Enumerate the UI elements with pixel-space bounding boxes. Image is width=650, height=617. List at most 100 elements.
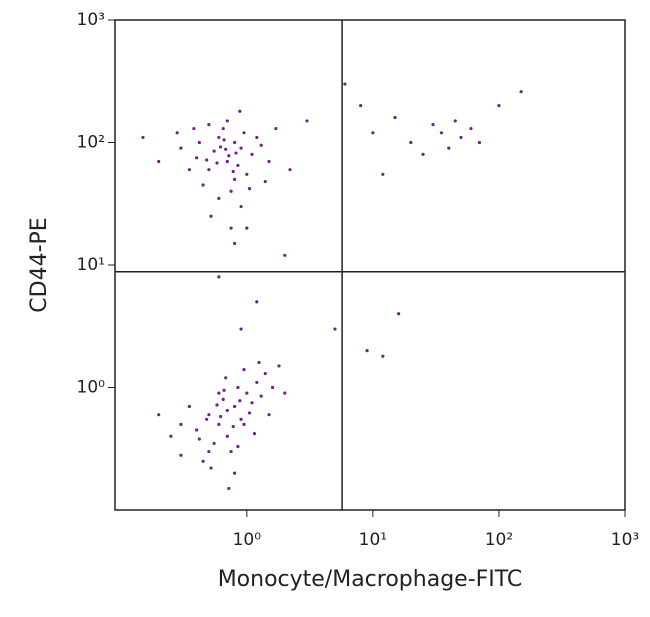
- point: [233, 241, 237, 246]
- point: [283, 391, 287, 395]
- point: [224, 147, 228, 151]
- point: [393, 115, 397, 120]
- point: [225, 119, 229, 123]
- point: [250, 401, 254, 405]
- point: [227, 154, 231, 158]
- point: [459, 135, 463, 140]
- point: [207, 122, 211, 127]
- point: [359, 104, 363, 108]
- point: [227, 486, 231, 491]
- point: [247, 187, 252, 191]
- point: [497, 104, 501, 108]
- point: [255, 300, 259, 304]
- point: [221, 397, 225, 401]
- point: [207, 168, 211, 172]
- point: [236, 385, 240, 390]
- point: [233, 471, 237, 475]
- point: [215, 161, 219, 165]
- x-tick-label: 10²: [485, 530, 513, 550]
- point: [219, 414, 223, 419]
- point: [267, 413, 271, 417]
- point: [201, 459, 205, 463]
- point: [469, 126, 473, 131]
- point: [215, 403, 219, 407]
- point: [197, 437, 201, 441]
- point: [231, 424, 235, 429]
- point: [207, 413, 211, 417]
- point: [229, 449, 233, 454]
- point: [263, 179, 267, 184]
- point: [233, 404, 237, 409]
- point: [201, 183, 205, 187]
- point: [274, 126, 278, 131]
- point: [225, 408, 229, 413]
- point: [333, 327, 337, 331]
- point: [238, 399, 242, 403]
- point: [179, 453, 183, 457]
- point: [169, 434, 173, 438]
- point: [242, 131, 246, 135]
- point: [212, 441, 216, 445]
- point: [175, 131, 179, 135]
- point: [141, 135, 145, 140]
- x-tick-label: 10¹: [359, 530, 387, 550]
- point: [371, 131, 375, 135]
- point: [236, 163, 240, 168]
- point: [239, 204, 243, 209]
- plot-frame: [114, 19, 626, 511]
- point: [381, 172, 385, 176]
- point: [365, 349, 369, 353]
- point: [245, 172, 249, 176]
- point: [277, 364, 281, 368]
- point: [245, 226, 249, 230]
- point: [217, 422, 221, 426]
- point: [225, 159, 229, 164]
- x-tick-label: 10⁰: [233, 530, 262, 550]
- point: [239, 327, 243, 331]
- point: [222, 388, 226, 392]
- point: [219, 145, 223, 149]
- point: [229, 189, 233, 193]
- point: [252, 432, 257, 436]
- point: [238, 109, 242, 113]
- point: [229, 226, 233, 230]
- point: [447, 146, 451, 150]
- point: [224, 376, 228, 380]
- point: [245, 391, 249, 395]
- point: [195, 156, 199, 160]
- point: [305, 119, 309, 123]
- x-tick-label: 10³: [611, 530, 639, 550]
- point: [519, 90, 523, 94]
- y-axis-label: CD44-PE: [27, 217, 52, 312]
- point: [259, 143, 263, 147]
- point: [250, 152, 254, 156]
- point: [212, 149, 216, 153]
- point: [197, 140, 201, 145]
- point: [239, 146, 243, 150]
- point: [439, 131, 444, 135]
- point: [247, 411, 252, 415]
- point: [477, 140, 482, 145]
- point: [207, 449, 211, 454]
- point: [205, 417, 209, 421]
- point: [270, 385, 275, 390]
- point: [234, 151, 238, 155]
- point: [421, 152, 425, 156]
- y-tick-label: 10³: [77, 10, 105, 30]
- point: [409, 140, 413, 145]
- point: [217, 135, 221, 140]
- point: [179, 422, 183, 426]
- point: [397, 312, 401, 316]
- point: [157, 159, 161, 164]
- point: [257, 360, 261, 365]
- point: [187, 168, 191, 172]
- point: [259, 394, 263, 398]
- point: [343, 82, 347, 86]
- point: [242, 367, 246, 372]
- point: [195, 428, 199, 432]
- point: [255, 135, 259, 140]
- point: [263, 371, 267, 376]
- point: [217, 275, 221, 279]
- point: [187, 404, 191, 409]
